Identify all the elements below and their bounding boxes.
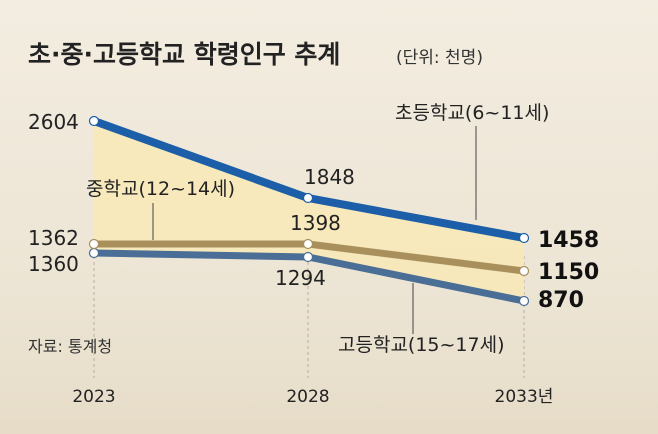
unit-label: (단위: 천명): [396, 48, 483, 68]
value-label-0-1: 1848: [304, 165, 355, 189]
label-layer: 2604 1848 1458 1362 1398 1150 1360 1294 870 초등학교(…: [28, 102, 599, 356]
data-point-0-1: [302, 192, 314, 204]
line-layer: [88, 115, 530, 307]
value-label-2-0: 1360: [28, 252, 79, 276]
data-point-0-0: [88, 115, 100, 127]
series-name-2: 고등학교(15~17세): [338, 334, 505, 356]
data-point-2-1: [302, 251, 314, 263]
value-label-1-0: 1362: [28, 226, 79, 250]
data-point-0-2: [518, 232, 530, 244]
source-label: 자료: 통계청: [28, 337, 112, 356]
data-point-1-2: [518, 265, 530, 277]
data-point-1-0: [88, 238, 100, 250]
series-name-1: 중학교(12~14세): [86, 178, 235, 200]
data-point-2-2: [518, 295, 530, 307]
data-point-2-0: [88, 247, 100, 259]
value-label-2-2: 870: [538, 288, 584, 313]
data-point-1-1: [302, 238, 314, 250]
value-label-0-2: 1458: [538, 228, 599, 253]
x-tick-label-0: 2023: [72, 387, 115, 407]
value-label-0-0: 2604: [28, 110, 79, 134]
chart-title: 초·중·고등학교 학령인구 추계: [28, 40, 340, 69]
x-tick-label-1: 2028: [286, 387, 329, 407]
value-label-1-2: 1150: [538, 260, 599, 285]
x-tick-label-2: 2033년: [495, 387, 554, 407]
value-label-1-1: 1398: [290, 211, 341, 235]
x-axis-ticks: 2023 2028 2033년: [72, 387, 553, 407]
value-label-2-1: 1294: [275, 266, 326, 290]
series-name-0: 초등학교(6~11세): [395, 102, 549, 124]
